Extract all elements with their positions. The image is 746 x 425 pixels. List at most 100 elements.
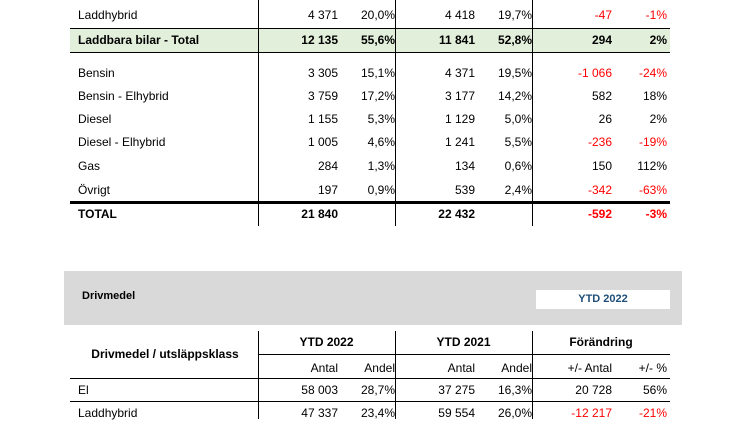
- divider: [258, 354, 670, 355]
- cell-ytd2021-andel: 5,5%: [504, 135, 532, 149]
- cell-ytd2022-andel: 1,3%: [367, 159, 395, 173]
- cell-ytd2021-antal: 134: [454, 159, 475, 173]
- subheader-antal: Antal: [310, 361, 338, 375]
- cell-change-pct: 18%: [642, 89, 667, 103]
- row-label: Bensin: [78, 66, 115, 80]
- cell-change-pct: -21%: [638, 406, 667, 420]
- cell-ytd2022-andel: [338, 203, 395, 226]
- table-row: Laddhybrid 47 337 23,4% 59 554 26,0% -12…: [70, 402, 670, 425]
- table-row-total: TOTAL 21 840 22 432 -592 -3%: [70, 203, 670, 226]
- cell-ytd2022-andel: 20,0%: [360, 8, 395, 22]
- cell-change-antal: 582: [591, 89, 612, 103]
- cell-change-pct: -1%: [645, 8, 667, 22]
- row-label: Bensin - Elhybrid: [78, 89, 169, 103]
- cell-ytd2022-antal: 21 840: [301, 207, 338, 221]
- cell-change-pct: -3%: [645, 207, 667, 221]
- cell-change-pct: 56%: [642, 383, 667, 397]
- divider: [70, 28, 670, 29]
- column-divider: [258, 0, 259, 226]
- cell-change-antal: -47: [594, 8, 612, 22]
- table-row: El 58 003 28,7% 37 275 16,3% 20 728 56%: [70, 379, 670, 402]
- cell-ytd2022-andel: 17,2%: [360, 89, 395, 103]
- row-label: El: [78, 383, 89, 397]
- cell-ytd2021-andel: 19,7%: [497, 8, 532, 22]
- table-row-subtotal: Laddbara bilar - Total 12 135 55,6% 11 8…: [70, 29, 670, 52]
- row-label: Gas: [78, 159, 101, 173]
- row-label: Diesel: [78, 112, 112, 126]
- cell-ytd2022-andel: 28,7%: [360, 383, 395, 397]
- cell-ytd2022-antal: 1 155: [307, 112, 338, 126]
- table-row: Bensin 3 305 15,1% 4 371 19,5% -1 066 -2…: [70, 62, 670, 85]
- cell-ytd2022-antal: 58 003: [301, 383, 338, 397]
- cell-ytd2022-antal: 197: [317, 183, 338, 197]
- cell-ytd2021-antal: 1 129: [444, 112, 475, 126]
- row-label: Diesel - Elhybrid: [78, 135, 166, 149]
- cell-ytd2022-andel: 4,6%: [367, 135, 395, 149]
- cell-ytd2021-antal: 4 371: [444, 66, 475, 80]
- cell-ytd2021-andel: 14,2%: [497, 89, 532, 103]
- cell-ytd2021-antal: 539: [454, 183, 475, 197]
- column-divider: [395, 0, 396, 226]
- cell-change-antal: 20 728: [575, 383, 612, 397]
- divider: [70, 401, 670, 402]
- row-label: Laddhybrid: [78, 406, 138, 420]
- cell-ytd2021-andel: 0,6%: [504, 159, 532, 173]
- subheader-antal: Antal: [447, 361, 475, 375]
- divider: [70, 378, 670, 379]
- row-header: Drivmedel / utsläppsklass: [91, 347, 239, 361]
- cell-change-pct: 112%: [637, 159, 667, 173]
- table-row: Diesel 1 155 5,3% 1 129 5,0% 26 2%: [70, 108, 670, 131]
- cell-ytd2021-andel: [475, 203, 532, 226]
- cell-change-pct: -19%: [638, 135, 667, 149]
- column-divider: [258, 331, 259, 419]
- subheader-andel: Andel: [501, 361, 532, 375]
- subheader-change-pct: +/- %: [638, 361, 667, 375]
- group-header-ytd2022: YTD 2022: [299, 335, 354, 349]
- table-row: Bensin - Elhybrid 3 759 17,2% 3 177 14,2…: [70, 85, 670, 108]
- cell-ytd2021-antal: 22 432: [438, 207, 475, 221]
- column-divider: [395, 331, 396, 419]
- cell-ytd2022-andel: 5,3%: [367, 112, 395, 126]
- cell-ytd2021-andel: 52,8%: [497, 33, 532, 47]
- column-divider: [532, 331, 533, 419]
- row-label: Laddhybrid: [78, 8, 138, 22]
- cell-ytd2022-antal: 47 337: [301, 406, 338, 420]
- cell-ytd2022-antal: 1 005: [307, 135, 338, 149]
- cell-change-pct: 2%: [649, 33, 667, 47]
- cell-change-antal: 26: [598, 112, 612, 126]
- cell-ytd2021-antal: 4 418: [444, 8, 475, 22]
- group-header-ytd2021: YTD 2021: [436, 335, 491, 349]
- cell-ytd2022-andel: 55,6%: [360, 33, 395, 47]
- cell-change-antal: -592: [587, 207, 612, 221]
- table-row: Gas 284 1,3% 134 0,6% 150 112%: [70, 155, 670, 178]
- cell-change-antal: -342: [587, 183, 612, 197]
- cell-ytd2021-antal: 37 275: [438, 383, 475, 397]
- cell-ytd2022-andel: 15,1%: [360, 66, 395, 80]
- table-row: Laddhybrid 4 371 20,0% 4 418 19,7% -47 -…: [70, 4, 670, 27]
- subheader-change-antal: +/- Antal: [567, 361, 612, 375]
- cell-ytd2022-antal: 12 135: [301, 33, 338, 47]
- cell-ytd2021-andel: 19,5%: [497, 66, 532, 80]
- cell-ytd2021-antal: 59 554: [438, 406, 475, 420]
- section-title: Drivmedel: [82, 290, 136, 302]
- divider: [70, 52, 670, 53]
- cell-ytd2022-andel: 0,9%: [367, 183, 395, 197]
- column-divider: [532, 0, 533, 226]
- row-label: Laddbara bilar - Total: [78, 33, 200, 47]
- row-label: Övrigt: [78, 183, 111, 197]
- cell-ytd2022-antal: 4 371: [307, 8, 338, 22]
- cell-change-pct: -63%: [638, 183, 667, 197]
- cell-ytd2021-antal: 1 241: [444, 135, 475, 149]
- cell-ytd2021-andel: 26,0%: [497, 406, 532, 420]
- cell-ytd2022-antal: 284: [317, 159, 338, 173]
- table-row: Diesel - Elhybrid 1 005 4,6% 1 241 5,5% …: [70, 131, 670, 154]
- cell-ytd2021-andel: 5,0%: [504, 112, 532, 126]
- cell-ytd2022-andel: 23,4%: [360, 406, 395, 420]
- cell-ytd2022-antal: 3 759: [307, 89, 338, 103]
- cell-ytd2021-antal: 11 841: [438, 33, 475, 47]
- subheader-andel: Andel: [364, 361, 395, 375]
- cell-change-pct: -24%: [638, 66, 667, 80]
- group-header-change: Förändring: [569, 335, 633, 349]
- cell-change-antal: -1 066: [577, 66, 612, 80]
- cell-change-antal: 150: [591, 159, 612, 173]
